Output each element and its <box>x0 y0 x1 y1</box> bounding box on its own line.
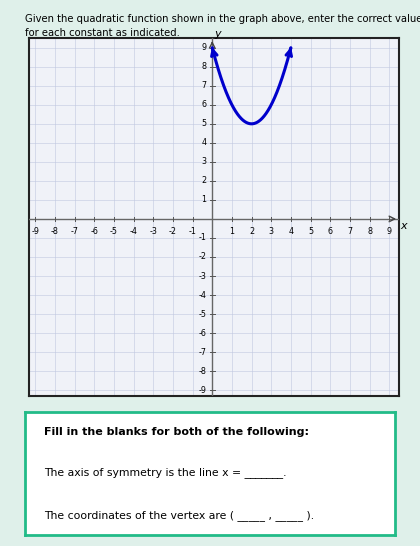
Text: 4: 4 <box>289 228 294 236</box>
Text: 3: 3 <box>269 228 274 236</box>
Text: 8: 8 <box>367 228 372 236</box>
Text: The coordinates of the vertex are ( _____ , _____ ).: The coordinates of the vertex are ( ____… <box>44 511 314 521</box>
Text: -8: -8 <box>199 366 206 376</box>
Text: 5: 5 <box>201 120 206 128</box>
Text: 2: 2 <box>201 176 206 186</box>
Text: 3: 3 <box>201 157 206 167</box>
Text: -9: -9 <box>198 385 206 395</box>
Text: -5: -5 <box>110 228 118 236</box>
Text: 6: 6 <box>201 100 206 109</box>
Text: 5: 5 <box>308 228 313 236</box>
Text: -9: -9 <box>32 228 39 236</box>
Text: x: x <box>400 221 407 230</box>
Text: -6: -6 <box>199 329 206 337</box>
Text: -1: -1 <box>199 234 206 242</box>
Text: -2: -2 <box>198 252 206 262</box>
Text: 9: 9 <box>386 228 392 236</box>
Text: Fill in the blanks for both of the following:: Fill in the blanks for both of the follo… <box>44 427 309 437</box>
Text: The axis of symmetry is the line x = _______.: The axis of symmetry is the line x = ___… <box>44 467 286 478</box>
Text: -7: -7 <box>71 228 79 236</box>
Text: -3: -3 <box>150 228 157 236</box>
Text: 1: 1 <box>229 228 234 236</box>
Text: -7: -7 <box>198 348 206 357</box>
Text: Given the quadratic function shown in the graph above, enter the correct value
f: Given the quadratic function shown in th… <box>25 14 420 38</box>
Text: -3: -3 <box>199 271 206 281</box>
Text: 2: 2 <box>249 228 254 236</box>
Text: -5: -5 <box>198 310 206 318</box>
Text: 9: 9 <box>201 43 206 52</box>
Text: 7: 7 <box>201 81 206 90</box>
Text: 4: 4 <box>201 138 206 147</box>
Text: -8: -8 <box>51 228 59 236</box>
Text: -1: -1 <box>189 228 197 236</box>
Text: 7: 7 <box>347 228 352 236</box>
Text: 6: 6 <box>328 228 333 236</box>
Text: y: y <box>214 29 220 39</box>
Text: -4: -4 <box>130 228 137 236</box>
Text: -2: -2 <box>169 228 177 236</box>
Text: -4: -4 <box>199 290 206 300</box>
Text: 8: 8 <box>201 62 206 72</box>
Text: 1: 1 <box>201 195 206 204</box>
Text: -6: -6 <box>90 228 98 236</box>
